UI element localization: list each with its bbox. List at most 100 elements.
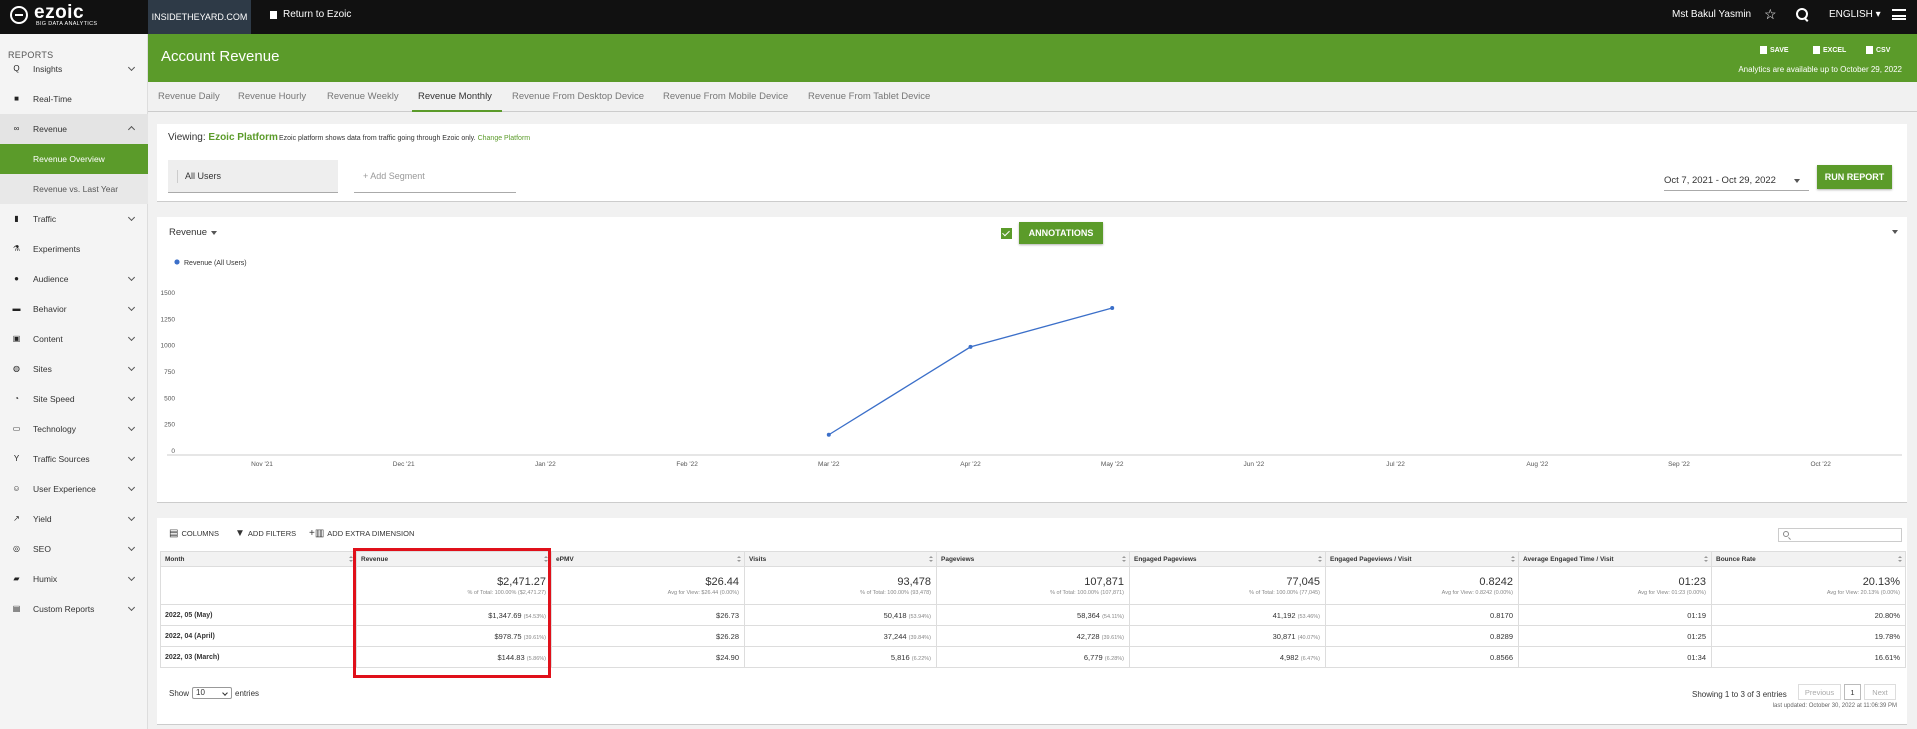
sidebar-item-revenue[interactable]: ∞ Revenue [0, 114, 148, 144]
col-header-engaged-per-visit[interactable]: Engaged Pageviews / Visit [1325, 551, 1519, 567]
active-tab-indicator [412, 110, 502, 112]
csv-label: CSV [1876, 46, 1891, 54]
sidebar-item-label: Yield [33, 514, 52, 524]
platform-note-text: Ezoic platform shows data from traffic g… [279, 135, 476, 142]
file-icon [1866, 46, 1873, 54]
trend-icon: ↗ [13, 514, 20, 523]
sidebar-item-technology[interactable]: ▭ Technology [0, 414, 148, 444]
col-header-epmv[interactable]: ePMV [551, 551, 745, 567]
filter-panel: Viewing: Ezoic Platform Ezoic platform s… [157, 124, 1907, 202]
table-search-input[interactable] [1778, 528, 1902, 542]
sidebar-item-label: Content [33, 334, 63, 344]
legend-label: Revenue (All Users) [184, 260, 247, 267]
user-name[interactable]: Mst Bakul Yasmin [1672, 9, 1752, 20]
sidebar-item-traffic[interactable]: ▮ Traffic [0, 204, 148, 234]
revenue-column-highlight [353, 548, 551, 678]
revenue-table: Month Revenue ePMV Visits Pageviews Enga… [160, 551, 1906, 668]
excel-button[interactable]: EXCEL [1813, 46, 1846, 54]
tab-revenue-hourly[interactable]: Revenue Hourly [238, 91, 307, 102]
caret-down-icon[interactable] [1794, 179, 1800, 183]
bounce-cell: 20.80% [1711, 604, 1906, 626]
hamburger-menu-icon[interactable] [1892, 9, 1906, 20]
col-header-avg-engaged-time[interactable]: Average Engaged Time / Visit [1518, 551, 1712, 567]
time-cell: 01:34 [1518, 646, 1712, 668]
save-icon [1760, 46, 1767, 54]
epmv-cell: $26.28 [551, 625, 745, 647]
search-icon[interactable] [1796, 8, 1808, 22]
sidebar-item-behavior[interactable]: ▬ Behavior [0, 294, 148, 324]
col-header-bounce-rate[interactable]: Bounce Rate [1711, 551, 1906, 567]
site-selector[interactable]: INSIDETHEYARD.COM [148, 0, 251, 34]
smiley-icon: ☺ [12, 484, 21, 493]
add-filters-button[interactable]: ▼ ADD FILTERS [235, 528, 296, 539]
x-tick-label: May '22 [1101, 461, 1124, 468]
sidebar-heading: REPORTS [8, 50, 54, 60]
collapse-chart-icon[interactable] [1892, 230, 1898, 234]
y-tick-label: 0 [171, 448, 175, 455]
tab-revenue-weekly[interactable]: Revenue Weekly [327, 91, 399, 102]
sidebar-item-experiments[interactable]: ⚗ Experiments [0, 234, 148, 264]
previous-page-button[interactable]: Previous [1798, 684, 1841, 700]
language-selector[interactable]: ENGLISH ▾ [1829, 9, 1881, 20]
add-segment-input[interactable]: + Add Segment [354, 160, 516, 193]
return-link[interactable]: Return to Ezoic [270, 9, 351, 20]
add-dimension-button[interactable]: +▥ ADD EXTRA DIMENSION [309, 528, 414, 539]
run-report-button[interactable]: RUN REPORT [1817, 165, 1892, 189]
date-range-picker[interactable]: Oct 7, 2021 - Oct 29, 2022 [1664, 175, 1776, 186]
tab-revenue-tablet[interactable]: Revenue From Tablet Device [808, 91, 931, 102]
realtime-icon: ■ [14, 94, 19, 103]
file-icon [1813, 46, 1820, 54]
columns-button[interactable]: ▤ COLUMNS [169, 528, 219, 539]
sidebar-item-content[interactable]: ▣ Content [0, 324, 148, 354]
columns-label: COLUMNS [181, 529, 219, 538]
sidebar-item-real-time[interactable]: ■ Real-Time [0, 84, 148, 114]
platform-name: Ezoic Platform [208, 132, 278, 143]
tab-revenue-daily[interactable]: Revenue Daily [158, 91, 220, 102]
sidebar-subitem-revenue-overview[interactable]: Revenue Overview [0, 144, 148, 174]
sidebar-item-custom-reports[interactable]: ▤ Custom Reports [0, 594, 148, 624]
sidebar-item-site-speed[interactable]: ◔ Site Speed [0, 384, 148, 414]
entries-select[interactable]: 10 [192, 687, 233, 699]
sidebar-item-sites[interactable]: ◍ Sites [0, 354, 148, 384]
pageviews-cell: 6,779 (6.28%) [936, 646, 1130, 668]
chevron-down-icon [127, 423, 136, 432]
table-header-row: Month Revenue ePMV Visits Pageviews Enga… [160, 551, 1906, 567]
col-header-engaged-pageviews[interactable]: Engaged Pageviews [1129, 551, 1326, 567]
metric-selector[interactable]: Revenue [169, 227, 208, 238]
annotations-checkbox[interactable] [1001, 228, 1012, 239]
sidebar-item-humix[interactable]: ▰ Humix [0, 564, 148, 594]
csv-button[interactable]: CSV [1866, 46, 1890, 54]
sidebar-item-user-experience[interactable]: ☺ User Experience [0, 474, 148, 504]
sidebar-item-traffic-sources[interactable]: Y Traffic Sources [0, 444, 148, 474]
segment-all-users[interactable]: All Users [168, 160, 338, 193]
sidebar-subitem-revenue-vs-last-year[interactable]: Revenue vs. Last Year [0, 174, 148, 204]
ezoic-logo[interactable]: ezoic BIG DATA ANALYTICS [8, 2, 148, 30]
sidebar-item-audience[interactable]: ● Audience [0, 264, 148, 294]
x-tick-label: Jan '22 [535, 461, 556, 468]
revenue-cell: $1,347.69 (54.53%) [356, 604, 552, 626]
content-icon: ▣ [12, 334, 21, 343]
sidebar-item-insights[interactable]: Q Insights [0, 54, 148, 84]
col-header-pageviews[interactable]: Pageviews [936, 551, 1130, 567]
save-button[interactable]: SAVE [1760, 46, 1789, 54]
col-header-visits[interactable]: Visits [744, 551, 937, 567]
tab-revenue-monthly[interactable]: Revenue Monthly [418, 91, 492, 102]
add-segment-placeholder: + Add Segment [363, 171, 425, 181]
change-platform-link[interactable]: Change Platform [477, 135, 531, 142]
chevron-down-icon [127, 453, 136, 462]
annotations-button[interactable]: ANNOTATIONS [1019, 222, 1103, 244]
col-header-month[interactable]: Month [160, 551, 357, 567]
page-1-button[interactable]: 1 [1844, 684, 1861, 700]
sidebar-item-seo[interactable]: ◎ SEO [0, 534, 148, 564]
engaged-cell: 41,192 (53.46%) [1129, 604, 1326, 626]
star-icon[interactable]: ☆ [1764, 6, 1777, 22]
sidebar-item-label: Insights [33, 64, 63, 74]
chevron-down-icon [127, 483, 136, 492]
sidebar-item-yield[interactable]: ↗ Yield [0, 504, 148, 534]
tab-revenue-desktop[interactable]: Revenue From Desktop Device [512, 91, 644, 102]
col-header-revenue[interactable]: Revenue [356, 551, 552, 567]
caret-down-icon[interactable] [211, 231, 217, 235]
tab-revenue-mobile[interactable]: Revenue From Mobile Device [663, 91, 789, 102]
chevron-down-icon [127, 213, 136, 222]
next-page-button[interactable]: Next [1864, 684, 1896, 700]
